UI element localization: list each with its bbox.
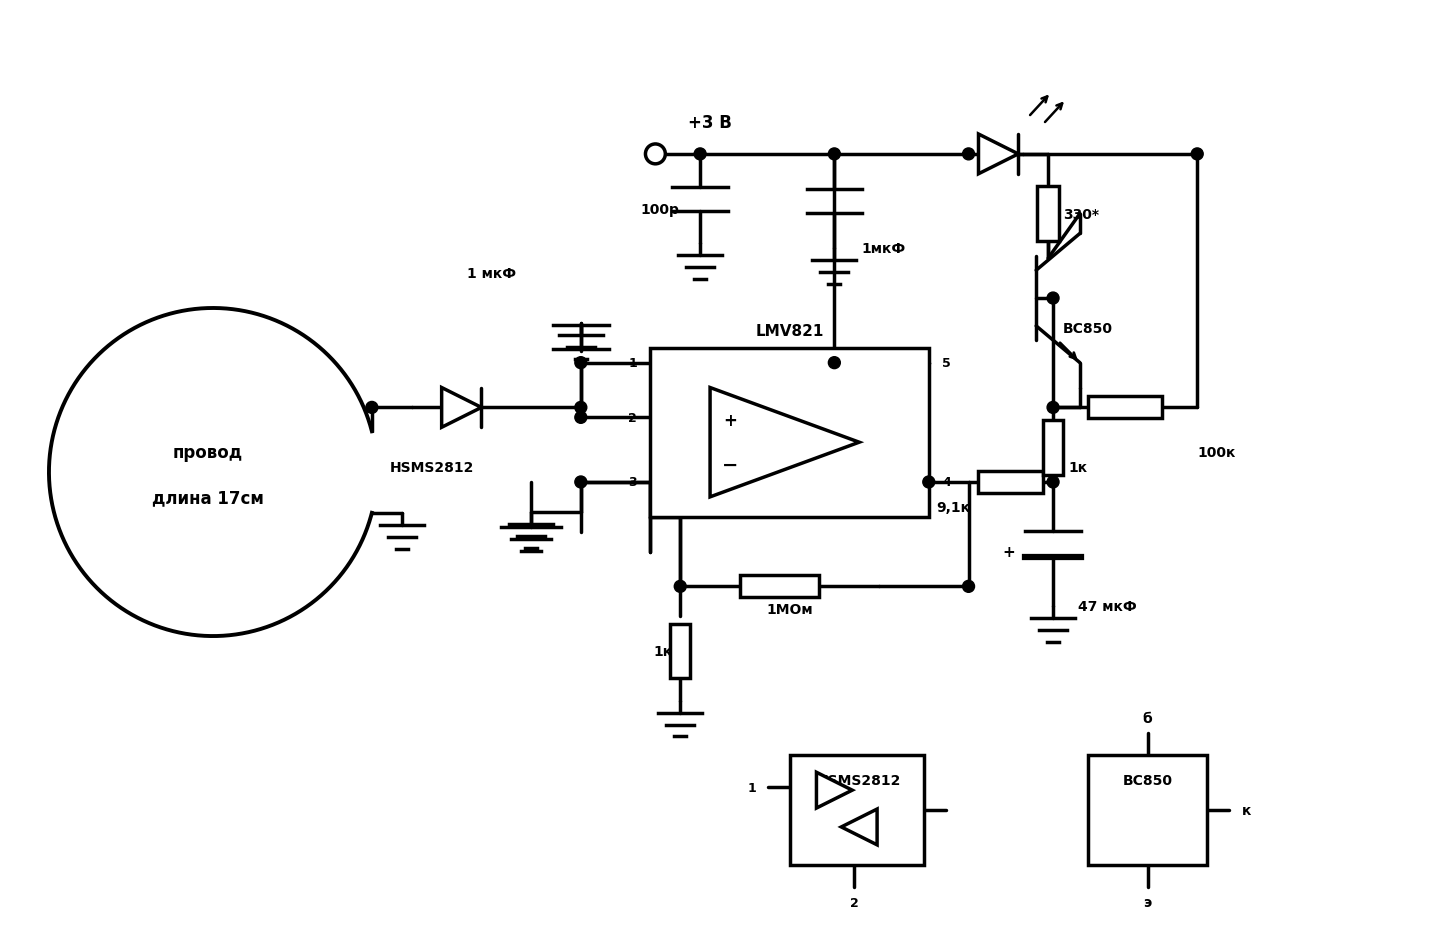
Circle shape: [828, 149, 841, 161]
Bar: [789, 756, 923, 864]
Circle shape: [694, 149, 707, 161]
Text: длина 17см: длина 17см: [152, 488, 264, 506]
Text: 9,1к: 9,1к: [936, 501, 971, 514]
Text: 1к: 1к: [1068, 461, 1087, 474]
Text: BC850: BC850: [1123, 773, 1172, 787]
Circle shape: [575, 402, 587, 414]
Text: б: б: [1143, 711, 1152, 724]
Text: 1: 1: [747, 781, 756, 794]
Text: +: +: [722, 412, 737, 430]
Circle shape: [1191, 149, 1204, 161]
Text: −: −: [721, 455, 738, 474]
Bar: [1088, 756, 1207, 864]
Text: к: к: [1243, 803, 1251, 817]
Bar: [740, 576, 819, 598]
Text: 1: 1: [629, 357, 637, 369]
Circle shape: [1048, 402, 1059, 414]
Text: BC850: BC850: [1064, 322, 1113, 335]
Text: 3: 3: [629, 476, 637, 489]
Bar: [1088, 397, 1162, 419]
Bar: [1038, 187, 1059, 242]
Text: 1 мкФ: 1 мкФ: [467, 267, 516, 281]
Polygon shape: [442, 388, 481, 427]
Text: 100р: 100р: [642, 203, 679, 216]
Circle shape: [575, 357, 587, 369]
Circle shape: [575, 477, 587, 488]
Circle shape: [962, 581, 974, 593]
Bar: [978, 471, 1043, 493]
Text: провод: провод: [173, 444, 243, 462]
Circle shape: [646, 145, 665, 165]
Text: 100к: 100к: [1198, 446, 1235, 460]
Circle shape: [962, 149, 974, 161]
Circle shape: [575, 412, 587, 424]
Circle shape: [1048, 477, 1059, 488]
Bar: [650, 348, 929, 517]
Text: 1к: 1к: [653, 645, 672, 658]
Circle shape: [366, 402, 377, 414]
Text: 330*: 330*: [1064, 208, 1100, 221]
Text: 1мкФ: 1мкФ: [861, 242, 906, 256]
Polygon shape: [816, 772, 853, 808]
Bar: [1043, 421, 1064, 475]
Text: 4: 4: [942, 476, 951, 489]
Polygon shape: [978, 135, 1019, 174]
Text: э: э: [1143, 896, 1152, 909]
Text: 47 мкФ: 47 мкФ: [1078, 600, 1137, 614]
Text: 2: 2: [850, 896, 858, 909]
Circle shape: [828, 357, 841, 369]
Text: +3 В: +3 В: [688, 114, 733, 132]
Circle shape: [1048, 293, 1059, 305]
Text: HSMS2812: HSMS2812: [390, 461, 474, 474]
Circle shape: [923, 477, 935, 488]
Text: +: +: [1001, 545, 1014, 560]
Polygon shape: [709, 388, 860, 497]
Polygon shape: [841, 809, 877, 845]
Text: 2: 2: [629, 411, 637, 425]
Text: HSMS2812: HSMS2812: [816, 773, 902, 787]
Circle shape: [675, 581, 686, 593]
Bar: [670, 624, 691, 679]
Text: LMV821: LMV821: [756, 324, 824, 339]
Text: 1МОм: 1МОм: [766, 603, 814, 617]
Text: 5: 5: [942, 357, 951, 369]
